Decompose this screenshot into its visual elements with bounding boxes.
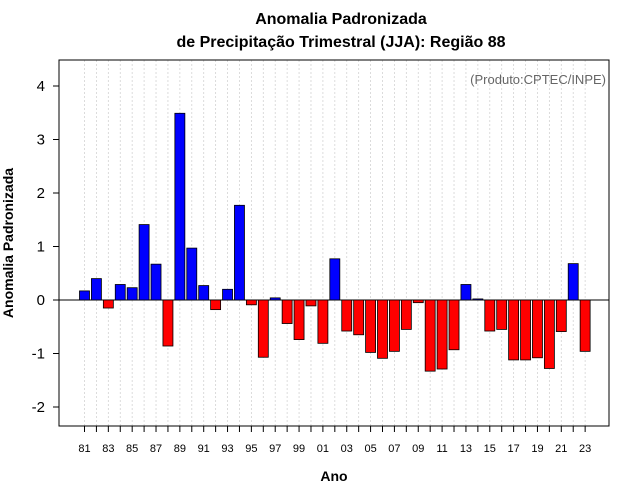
- bar-84: [114, 284, 126, 301]
- bar-04: [353, 299, 365, 336]
- bar-20: [543, 299, 555, 369]
- x-tick-label: 89: [174, 443, 186, 455]
- bar-17: [508, 299, 520, 361]
- bar-94: [234, 204, 245, 301]
- bar-91: [198, 285, 210, 301]
- bar-97: [269, 297, 281, 301]
- y-tick-label: -1: [32, 346, 45, 363]
- y-tick-label: -2: [32, 399, 45, 416]
- bar-08: [400, 299, 412, 330]
- bar-87: [150, 263, 162, 301]
- bar-16: [496, 299, 508, 330]
- product-annotation: (Produto:CPTEC/INPE): [470, 72, 606, 87]
- chart-title-line2: de Precipitação Trimestral (JJA): Região…: [176, 34, 505, 51]
- bar-90: [186, 247, 198, 301]
- bar-07: [389, 299, 400, 352]
- x-tick-label: 87: [150, 443, 162, 455]
- bar-00: [305, 299, 317, 307]
- x-tick-label: 97: [269, 443, 281, 455]
- bar-05: [365, 299, 376, 353]
- x-tick-label: 09: [412, 443, 424, 455]
- bar-86: [138, 224, 150, 301]
- x-tick-label: 17: [507, 443, 519, 455]
- x-tick-label: 13: [460, 443, 472, 455]
- bar-82: [91, 278, 102, 301]
- bar-13: [460, 284, 472, 301]
- bar-95: [245, 299, 257, 306]
- x-tick-label: 15: [484, 443, 496, 455]
- bar-92: [210, 299, 222, 311]
- x-tick-label: 85: [126, 443, 138, 455]
- bar-10: [424, 299, 436, 372]
- chart-title-line1: Anomalia Padronizada: [255, 11, 427, 28]
- x-tick-label: 93: [221, 443, 233, 455]
- bar-03: [341, 299, 353, 332]
- bar-06: [377, 299, 388, 359]
- x-tick-label: 99: [293, 443, 305, 455]
- bar-15: [484, 299, 496, 332]
- vertical-gridlines: [84, 60, 586, 426]
- x-tick-label: 81: [78, 443, 90, 455]
- bar-93: [222, 288, 233, 301]
- bar-81: [79, 290, 90, 301]
- bar-99: [293, 299, 305, 340]
- bar-09: [412, 299, 424, 304]
- x-tick-label: 23: [579, 443, 591, 455]
- bar-01: [317, 299, 329, 344]
- x-tick-label: 21: [555, 443, 567, 455]
- x-tick-label: 11: [436, 443, 447, 455]
- bar-22: [567, 263, 579, 301]
- bar-02: [329, 258, 341, 301]
- x-axis-title: Ano: [320, 468, 347, 484]
- bars: [79, 112, 591, 372]
- y-axis: -2 -1 0 1 2 3 4: [32, 78, 59, 416]
- bar-11: [436, 299, 448, 370]
- x-tick-label: 95: [245, 443, 257, 455]
- bar-23: [579, 299, 591, 352]
- y-tick-label: 0: [37, 292, 45, 309]
- plot-frame: [58, 59, 610, 427]
- x-tick-label: 19: [531, 443, 543, 455]
- y-tick-label: 3: [37, 132, 45, 149]
- bar-96: [257, 299, 269, 358]
- x-tick-label: 07: [388, 443, 400, 455]
- x-tick-label: 01: [317, 443, 329, 455]
- bar-12: [448, 299, 460, 351]
- bar-85: [126, 287, 138, 301]
- x-tick-label: 03: [341, 443, 353, 455]
- y-axis-title: Anomalia Padronizada: [0, 168, 16, 318]
- bar-98: [281, 299, 293, 324]
- bar-89: [174, 112, 186, 301]
- bar-21: [555, 299, 567, 332]
- bar-88: [162, 299, 174, 347]
- y-tick-label: 4: [37, 78, 45, 95]
- x-axis: 81 83 85 87 89 91 93 95 97 99 01 03 05 07 09 11 13 15 17 19…: [78, 426, 591, 455]
- bar-14: [472, 298, 484, 301]
- y-tick-label: 2: [37, 185, 45, 202]
- bar-83: [102, 299, 114, 309]
- x-tick-label: 83: [102, 443, 114, 455]
- x-tick-label: 05: [364, 443, 376, 455]
- bar-19: [532, 299, 543, 359]
- bar-18: [520, 299, 531, 361]
- y-tick-label: 1: [37, 239, 45, 256]
- x-tick-label: 91: [198, 443, 210, 455]
